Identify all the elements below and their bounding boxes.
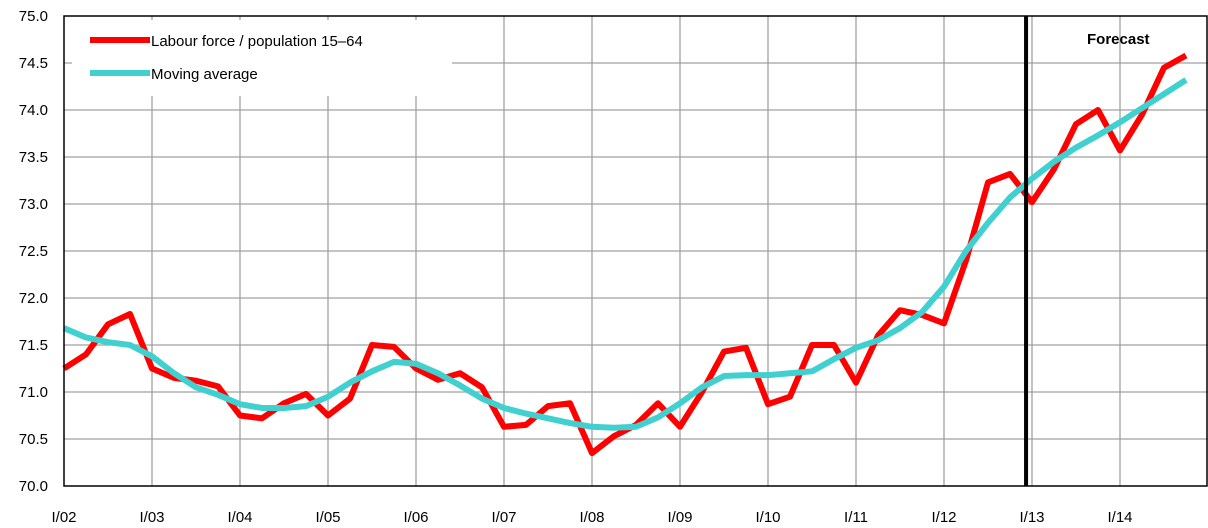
x-tick-label: I/03: [139, 509, 164, 526]
x-tick-label: I/11: [844, 509, 868, 526]
x-tick-label: I/07: [491, 509, 516, 526]
legend-label-labour-force: Labour force / population 15–64: [151, 33, 363, 50]
x-tick-label: I/08: [579, 509, 604, 526]
y-tick-label: 73.0: [19, 196, 48, 213]
plot-frame: [63, 15, 1208, 487]
y-tick-label: 71.0: [19, 384, 48, 401]
legend-background: [72, 20, 452, 96]
x-tick-label: I/05: [315, 509, 340, 526]
forecast-layer: Forecast: [1024, 16, 1150, 486]
x-tick-label: I/09: [667, 509, 692, 526]
axes: 75.0 74.5 74.0 73.5 73.0 72.5 72.0 71.5 71.0 70.5…: [19, 8, 1208, 526]
y-tick-label: 75.0: [19, 8, 48, 25]
x-tick-label: I/10: [755, 509, 780, 526]
series-layer: [62, 52, 1188, 457]
x-tick-label: I/02: [51, 509, 76, 526]
x-tick-label: I/04: [227, 509, 252, 526]
x-tick-label: I/06: [403, 509, 428, 526]
x-tick-label: I/14: [1107, 509, 1132, 526]
y-tick-label: 73.5: [19, 149, 48, 166]
y-tick-label: 72.5: [19, 243, 48, 260]
x-tick-label: I/13: [1019, 509, 1044, 526]
x-tick-label: I/12: [931, 509, 956, 526]
y-tick-label: 74.5: [19, 55, 48, 72]
y-tick-label: 70.0: [19, 478, 48, 495]
y-tick-label: 70.5: [19, 431, 48, 448]
legend: Labour force / population 15–64 Moving a…: [72, 20, 452, 96]
series-line-labour-force: [62, 52, 1188, 457]
series-line-moving-average: [62, 77, 1188, 431]
y-tick-label: 71.5: [19, 337, 48, 354]
forecast-label: Forecast: [1087, 31, 1150, 48]
legend-label-moving-average: Moving average: [151, 66, 258, 83]
y-tick-label: 72.0: [19, 290, 48, 307]
y-tick-label: 74.0: [19, 102, 48, 119]
